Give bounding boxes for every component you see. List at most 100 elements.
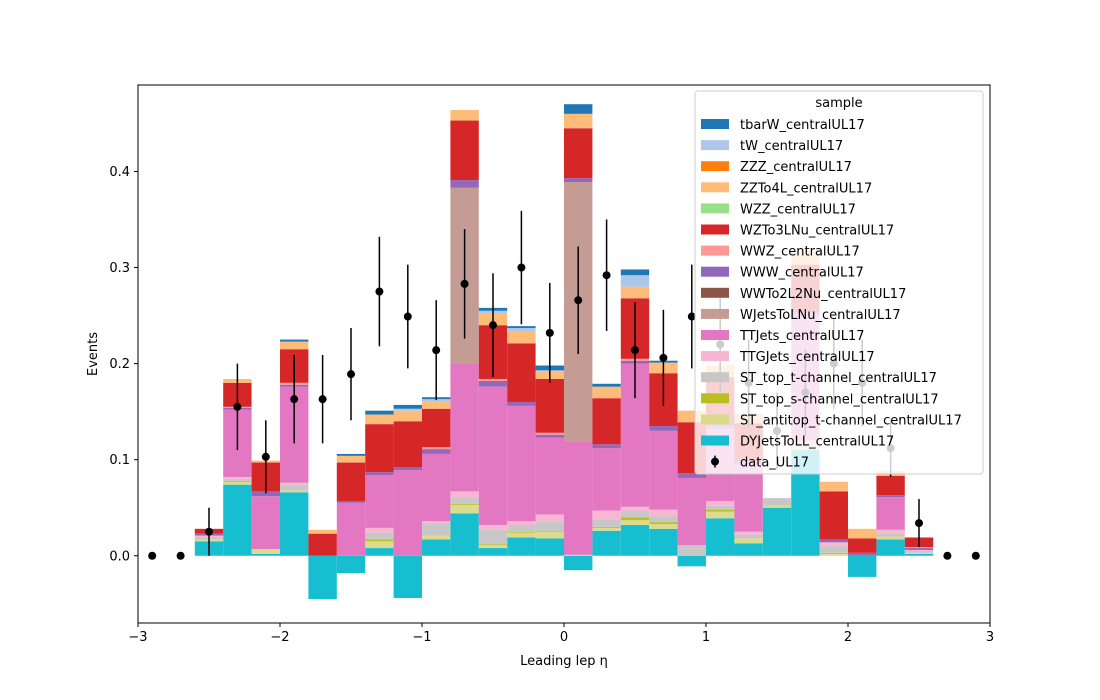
legend-label: WZZ_centralUL17	[740, 202, 856, 217]
bar-ST_top_t-channel_centralUL17-bin-20	[762, 498, 792, 506]
bar-ST_antitop_t-channel_centralUL17-bin-6	[365, 541, 394, 549]
bar-DYJetsToLL_centralUL17-bin-18	[706, 518, 735, 556]
legend-label: WJetsToLNu_centralUL17	[740, 308, 901, 323]
bar-DYJetsToLL_centralUL17-bin-14	[592, 530, 621, 556]
bar-WZTo3LNu_centralUL17-bin-24	[876, 476, 905, 496]
bar-WWW_centralUL17-bin-23	[848, 552, 877, 556]
bar-DYJetsToLL_centralUL17-bin-4	[308, 555, 337, 599]
bar-WZTo3LNu_centralUL17-bin-23	[848, 538, 877, 553]
bar-DYJetsToLL_centralUL17-bin-19	[734, 543, 763, 556]
bar-ZZTo4L_centralUL17-bin-5	[336, 455, 366, 463]
bar-tbarW_centralUL17-bin-7	[393, 404, 422, 409]
bar-WWZ_centralUL17-bin-25	[904, 547, 934, 549]
legend-swatch	[701, 245, 729, 256]
data-point	[290, 395, 299, 404]
bar-TTGJets_centralUL17-bin-3	[280, 482, 309, 485]
legend-swatch	[701, 266, 729, 277]
y-tick-label: 0.3	[109, 261, 130, 276]
bar-DYJetsToLL_centralUL17-bin-24	[876, 539, 905, 556]
bar-WWW_centralUL17-bin-11	[507, 402, 536, 406]
legend-title: sample	[815, 96, 862, 111]
bar-tbarW_centralUL17-bin-6	[365, 410, 394, 415]
legend-label: data_UL17	[740, 456, 809, 471]
bar-ZZTo4L_centralUL17-bin-7	[393, 410, 422, 422]
bar-tbarW_centralUL17-bin-14	[592, 383, 621, 387]
bar-TTJets_centralUL17-bin-8	[422, 453, 451, 522]
legend-label: ZZTo4L_centralUL17	[740, 181, 872, 196]
data-point	[148, 551, 157, 560]
bar-TTGJets_centralUL17-bin-14	[592, 510, 621, 520]
bar-WZTo3LNu_centralUL17-bin-9	[450, 120, 479, 181]
data-point	[375, 287, 384, 296]
bar-TTJets_centralUL17-bin-16	[649, 430, 678, 510]
bar-TTGJets_centralUL17-bin-1	[223, 476, 252, 479]
legend-label: WZTo3LNu_centralUL17	[740, 224, 894, 239]
bar-WWW_centralUL17-bin-12	[535, 434, 564, 438]
data-point	[631, 346, 639, 355]
bar-ZZTo4L_centralUL17-bin-13	[564, 113, 593, 129]
bar-DYJetsToLL_centralUL17-bin-25	[904, 553, 934, 556]
legend-swatch	[701, 161, 729, 172]
bar-WWW_centralUL17-bin-10	[478, 380, 508, 387]
legend-data-marker	[711, 457, 719, 466]
legend-box	[694, 90, 984, 475]
bar-TTGJets_centralUL17-bin-18	[706, 500, 735, 506]
bar-DYJetsToLL_centralUL17-bin-1	[223, 484, 252, 556]
bar-ST_top_t-channel_centralUL17-bin-15	[620, 510, 650, 518]
legend-swatch	[701, 224, 729, 235]
bar-DYJetsToLL_centralUL17-bin-7	[393, 555, 422, 599]
bar-ST_top_t-channel_centralUL17-bin-25	[904, 550, 934, 553]
y-tick-label: 0.1	[109, 453, 130, 468]
x-axis-ticks: −3 −2 −1 0 1 2 3	[128, 623, 994, 645]
bar-ST_antitop_t-channel_centralUL17-bin-9	[450, 504, 479, 514]
legend-swatch	[701, 330, 729, 340]
x-axis-label: Leading lep η	[520, 654, 608, 669]
legend: sample tbarW_centralUL17 tW_centralUL17 ZZ…	[694, 90, 984, 475]
bar-WZTo3LNu_centralUL17-bin-6	[365, 424, 394, 473]
bar-WZTo3LNu_centralUL17-bin-12	[535, 378, 564, 433]
bar-ST_top_t-channel_centralUL17-bin-19	[734, 534, 763, 539]
bar-TTJets_centralUL17-bin-17	[677, 477, 706, 546]
bar-DYJetsToLL_centralUL17-bin-9	[450, 513, 479, 556]
data-point	[347, 370, 355, 379]
x-tick-label: 1	[702, 630, 710, 645]
data-point	[261, 452, 270, 461]
bar-WZTo3LNu_centralUL17-bin-7	[393, 421, 422, 468]
bar-WWW_centralUL17-bin-17	[677, 473, 706, 478]
bar-ST_top_s-channel_centralUL17-bin-12	[535, 530, 564, 532]
bar-ST_top_s-channel_centralUL17-bin-9	[450, 503, 479, 505]
legend-label: WWZ_centralUL17	[740, 245, 860, 260]
bar-WZTo3LNu_centralUL17-bin-8	[422, 408, 451, 448]
legend-swatch	[701, 119, 729, 129]
bar-DYJetsToLL_centralUL17-bin-17	[677, 555, 706, 567]
data-point	[574, 296, 583, 305]
bar-ZZTo4L_centralUL17-bin-17	[677, 410, 706, 423]
data-point	[915, 519, 923, 528]
bar-tW_centralUL17-bin-7	[393, 408, 422, 411]
bar-ST_top_t-channel_centralUL17-bin-24	[876, 533, 905, 537]
data-point	[943, 551, 952, 560]
bar-WZTo3LNu_centralUL17-bin-5	[336, 462, 366, 501]
bar-WWZ_centralUL17-bin-12	[535, 432, 564, 435]
legend-label: tW_centralUL17	[740, 139, 843, 154]
legend-label: DYJetsToLL_centralUL17	[740, 435, 894, 450]
data-point	[432, 346, 441, 355]
bar-ST_top_s-channel_centralUL17-bin-14	[592, 526, 621, 528]
bar-ST_top_s-channel_centralUL17-bin-11	[507, 531, 536, 533]
bar-tW_centralUL17-bin-15	[620, 275, 650, 287]
data-point	[233, 402, 242, 411]
bar-ZZTo4L_centralUL17-bin-4	[308, 529, 337, 534]
bar-TTGJets_centralUL17-bin-8	[422, 521, 451, 524]
bar-TTJets_centralUL17-bin-10	[478, 386, 508, 526]
bar-ST_antitop_t-channel_centralUL17-bin-3	[280, 490, 309, 493]
bar-WWW_centralUL17-bin-22	[819, 539, 848, 543]
legend-swatch	[701, 182, 729, 193]
bar-TTGJets_centralUL17-bin-24	[876, 529, 905, 534]
bar-DYJetsToLL_centralUL17-bin-20	[762, 507, 792, 556]
bar-tbarW_centralUL17-bin-11	[507, 326, 536, 329]
legend-label: tbarW_centralUL17	[740, 118, 865, 133]
bar-ST_antitop_t-channel_centralUL17-bin-10	[478, 545, 508, 549]
bar-ZZTo4L_centralUL17-bin-15	[620, 286, 650, 299]
bar-DYJetsToLL_centralUL17-bin-10	[478, 548, 508, 556]
bar-TTJets_centralUL17-bin-7	[393, 470, 422, 556]
